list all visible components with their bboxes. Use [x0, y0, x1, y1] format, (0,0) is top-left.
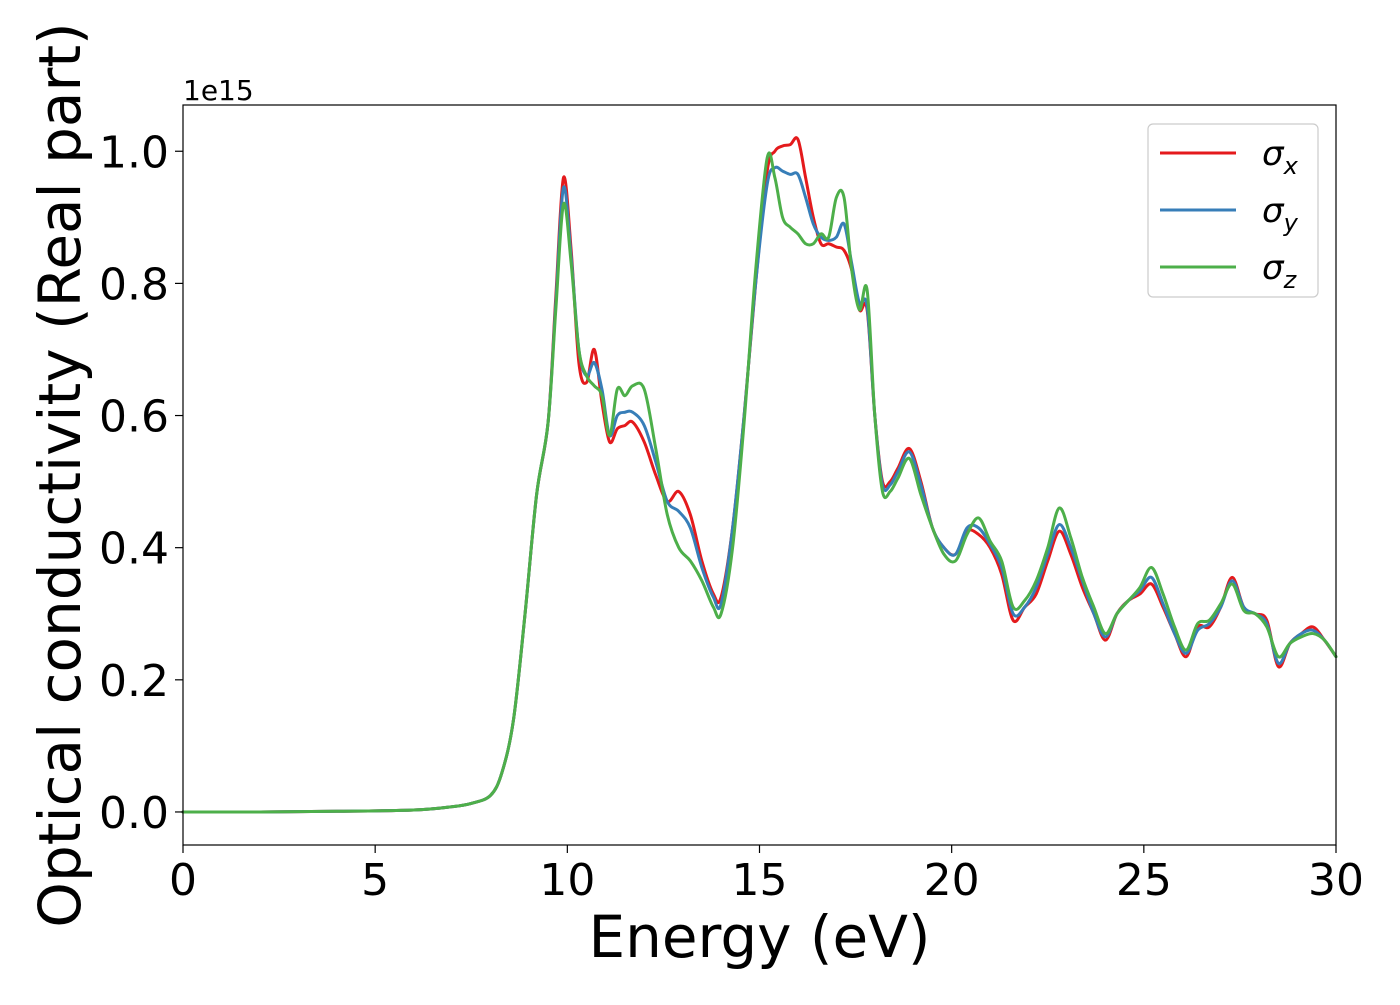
x-tick-label: 15 [732, 855, 788, 906]
series-layer [181, 136, 1338, 814]
legend-entries: σx σy σz [1160, 134, 1299, 294]
x-tick-label: 10 [539, 855, 595, 906]
legend: σx σy σz [1147, 123, 1319, 298]
series-line-z [181, 151, 1338, 814]
x-axis-label: Energy (eV) [588, 903, 930, 971]
x-tick-label: 5 [361, 855, 389, 906]
x-tick-label: 25 [1116, 855, 1172, 906]
y-offset-label: 1e15 [183, 74, 254, 107]
y-tick-label: 0.6 [99, 392, 169, 443]
ticks-layer: 0 5 10 15 20 25 30 0.0 0.2 0.4 0.6 0.8 1.0 [99, 127, 1364, 906]
x-tick-label: 0 [169, 855, 197, 906]
legend-label-z: σz [1262, 248, 1298, 294]
legend-label-x: σx [1262, 134, 1299, 180]
y-tick-label: 0.0 [99, 788, 169, 839]
y-tick-label: 0.8 [99, 259, 169, 310]
y-tick-label: 0.2 [99, 656, 169, 707]
y-axis-label: Optical conductivity (Real part) [26, 22, 94, 927]
x-tick-label: 20 [924, 855, 980, 906]
legend-label-y: σy [1262, 191, 1299, 237]
y-tick-label: 1.0 [99, 127, 169, 178]
x-tick-label: 30 [1308, 855, 1364, 906]
y-tick-label: 0.4 [99, 524, 169, 575]
